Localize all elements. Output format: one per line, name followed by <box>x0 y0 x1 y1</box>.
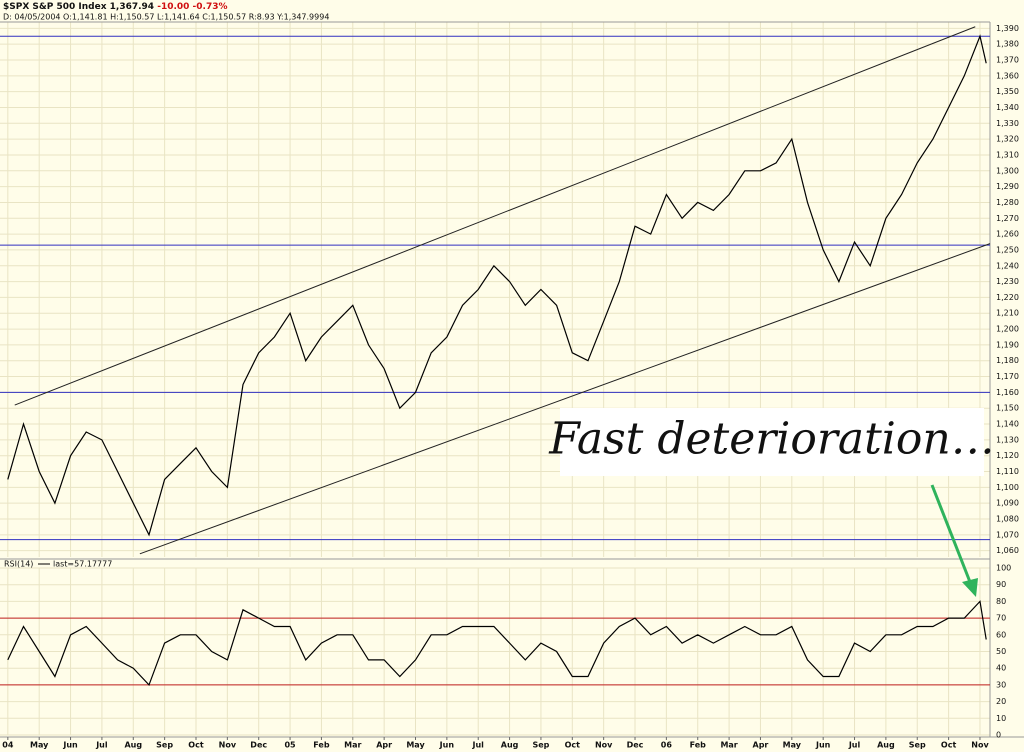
x-tick-label: Oct <box>565 741 581 750</box>
series-line <box>7 34 987 537</box>
y-tick-label: 1,300 <box>996 166 1019 175</box>
annotation: Fast deterioration… <box>548 414 994 465</box>
y-tick-label: 1,210 <box>996 309 1019 318</box>
y-tick-label: 1,330 <box>996 119 1019 128</box>
arrow-shaft <box>930 484 972 583</box>
x-tick-label: Jul <box>95 741 108 750</box>
x-tick-label: Mar <box>720 741 737 750</box>
marks <box>0 26 991 687</box>
y-tick-label: 1,120 <box>996 451 1019 460</box>
x-tick-label: Nov <box>219 741 237 750</box>
x-tick-label: Dec <box>250 741 267 750</box>
x-tick-label: Jun <box>62 741 78 750</box>
y-tick-label: 80 <box>996 597 1006 606</box>
y-tick-label: 1,290 <box>996 182 1019 191</box>
y-tick-label: 1,130 <box>996 435 1019 444</box>
y-tick-label: 1,110 <box>996 467 1019 476</box>
y-tick-label: 1,100 <box>996 483 1019 492</box>
x-tick-label: Apr <box>753 741 769 750</box>
y-tick-label: 50 <box>996 647 1006 656</box>
y-tick-label: 90 <box>996 580 1006 589</box>
y-tick-label: 1,350 <box>996 87 1019 96</box>
y-tick-label: 40 <box>996 664 1006 673</box>
y-tick-label: 1,390 <box>996 24 1019 33</box>
bar-info: D: 04/05/2004 O:1,141.81 H:1,150.57 L:1,… <box>3 13 329 22</box>
rsi-label: RSI(14) <box>4 560 33 569</box>
x-tick-label: Apr <box>376 741 392 750</box>
x-tick-label: Sep <box>532 741 549 750</box>
rsi-last-label: last=57.17777 <box>53 560 112 569</box>
x-tick-label: May <box>30 741 49 750</box>
y-tick-label: 1,200 <box>996 325 1019 334</box>
y-tick-label: 100 <box>996 564 1011 573</box>
x-tick-label: Mar <box>344 741 361 750</box>
trend-line <box>139 243 991 555</box>
x-tick-label: Jul <box>472 741 485 750</box>
pct-change: -0.73% <box>193 2 228 12</box>
y-tick-label: 1,140 <box>996 420 1019 429</box>
symbol: $SPX S&P 500 Index <box>3 2 107 12</box>
arrow-head <box>962 578 978 597</box>
x-tick-label: Oct <box>188 741 204 750</box>
y-tick-label: 1,180 <box>996 356 1019 365</box>
last-price: 1,367.94 <box>110 2 154 12</box>
y-tick-label: 1,370 <box>996 55 1019 64</box>
x-tick-label: Aug <box>877 741 895 750</box>
y-tick-label: 1,270 <box>996 214 1019 223</box>
x-tick-label: Sep <box>909 741 926 750</box>
x-tick-label: 06 <box>661 741 673 750</box>
x-tick-label: Nov <box>971 741 989 750</box>
x-tick-label: May <box>783 741 802 750</box>
x-tick-label: Feb <box>313 741 330 750</box>
y-tick-label: 1,060 <box>996 546 1019 555</box>
y-tick-label: 1,340 <box>996 103 1019 112</box>
x-tick-label: Sep <box>156 741 173 750</box>
x-tick-label: Oct <box>941 741 957 750</box>
annotation-box <box>560 408 984 476</box>
y-tick-label: 1,310 <box>996 150 1019 159</box>
y-tick-label: 20 <box>996 697 1006 706</box>
y-tick-label: 1,380 <box>996 40 1019 49</box>
series-line <box>7 600 987 687</box>
x-tick-label: Jul <box>848 741 861 750</box>
x-tick-label: Aug <box>124 741 142 750</box>
x-tick-label: Dec <box>627 741 644 750</box>
y-tick-label: 1,240 <box>996 261 1019 270</box>
y-tick-label: 1,230 <box>996 277 1019 286</box>
x-tick-label: May <box>406 741 425 750</box>
y-tick-label: 1,190 <box>996 340 1019 349</box>
y-tick-label: 60 <box>996 630 1006 639</box>
x-tick-label: 04 <box>2 741 14 750</box>
y-tick-label: 1,160 <box>996 388 1019 397</box>
y-tick-label: 1,360 <box>996 71 1019 80</box>
change: -10.00 <box>157 2 189 12</box>
y-tick-label: 1,150 <box>996 404 1019 413</box>
x-tick-label: 05 <box>284 741 296 750</box>
x-tick-label: Aug <box>501 741 519 750</box>
y-tick-label: 1,220 <box>996 293 1019 302</box>
x-tick-label: Nov <box>595 741 613 750</box>
header-line: $SPX S&P 500 Index 1,367.94 -10.00 -0.73… <box>3 2 228 12</box>
trend-line <box>14 26 976 406</box>
y-tick-label: 10 <box>996 714 1006 723</box>
y-tick-label: 1,080 <box>996 515 1019 524</box>
y-tick-label: 1,250 <box>996 245 1019 254</box>
x-tick-label: Jun <box>439 741 455 750</box>
y-tick-label: 1,090 <box>996 499 1019 508</box>
x-tick-label: Jun <box>815 741 831 750</box>
y-tick-label: 1,320 <box>996 135 1019 144</box>
y-tick-label: 70 <box>996 614 1006 623</box>
y-tick-label: 1,280 <box>996 198 1019 207</box>
x-tick-label: Feb <box>690 741 707 750</box>
grid <box>0 22 990 736</box>
y-tick-label: 1,170 <box>996 372 1019 381</box>
y-tick-label: 1,070 <box>996 530 1019 539</box>
y-tick-label: 1,260 <box>996 230 1019 239</box>
y-tick-label: 30 <box>996 680 1006 689</box>
y-tick-label: 0 <box>996 731 1001 740</box>
